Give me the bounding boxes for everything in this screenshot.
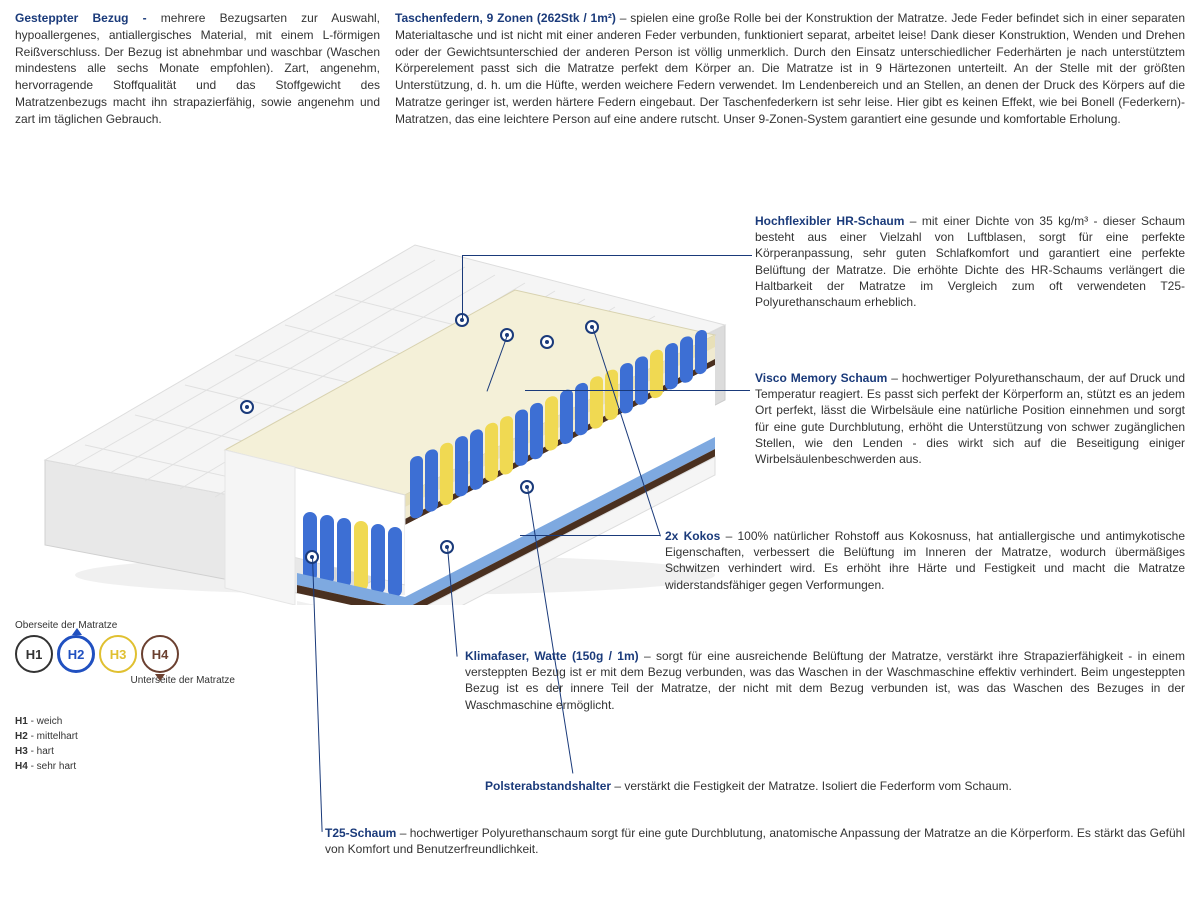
hardness-h2: H2 <box>57 635 95 673</box>
line-hr <box>462 255 463 320</box>
hr-title: Hochflexibler HR-Schaum <box>755 214 910 228</box>
klima-title: Klimafaser, Watte (150g / 1m) <box>465 649 644 663</box>
marker-bezug <box>240 400 254 414</box>
mattress-illustration <box>15 205 735 605</box>
kokos-text: – 100% natürlicher Rohstoff aus Kokosnus… <box>665 529 1185 592</box>
t25-title: T25-Schaum <box>325 826 400 840</box>
kokos-block: 2x Kokos – 100% natürlicher Rohstoff aus… <box>665 528 1185 593</box>
visco-title: Visco Memory Schaum <box>755 371 891 385</box>
hardness-h4: H4 <box>141 635 179 673</box>
bezug-block: Gesteppter Bezug - mehrere Bezugsarten z… <box>15 10 380 128</box>
polster-text: – verstärkt die Festigkeit der Matratze.… <box>614 779 1011 793</box>
polster-block: Polsterabstandshalter – verstärkt die Fe… <box>485 778 1185 794</box>
bezug-text: mehrere Bezugsarten zur Auswahl, hypoall… <box>15 11 380 126</box>
federn-title: Taschenfedern, 9 Zonen (262Stk / 1m²) <box>395 11 620 25</box>
hardness-h3: H3 <box>99 635 137 673</box>
bezug-title: Gesteppter Bezug - <box>15 11 161 25</box>
hardness-h1: H1 <box>15 635 53 673</box>
visco-text: – hochwertiger Polyurethanschaum, der au… <box>755 371 1185 466</box>
line-hr-h <box>462 255 752 256</box>
hardness-bot-label: Unterseite der Matratze <box>15 675 235 686</box>
kokos-title: 2x Kokos <box>665 529 726 543</box>
hr-text: – mit einer Dichte von 35 kg/m³ - dieser… <box>755 214 1185 309</box>
federn-block: Taschenfedern, 9 Zonen (262Stk / 1m²) – … <box>395 10 1185 128</box>
federn-text: – spielen eine große Rolle bei der Konst… <box>395 11 1185 126</box>
line-visco-h <box>525 390 750 391</box>
line-kokos-h <box>520 535 660 536</box>
polster-title: Polsterabstandshalter <box>485 779 614 793</box>
hr-block: Hochflexibler HR-Schaum – mit einer Dich… <box>755 213 1185 310</box>
hardness-indicator: Oberseite der Matratze H1 H2 H3 H4 Unter… <box>15 620 245 774</box>
marker-federn <box>540 335 554 349</box>
hardness-top-label: Oberseite der Matratze <box>15 620 245 631</box>
hardness-legend: H1 - weich H2 - mittelhart H3 - hart H4 … <box>15 714 245 774</box>
klima-block: Klimafaser, Watte (150g / 1m) – sorgt fü… <box>465 648 1185 713</box>
t25-block: T25-Schaum – hochwertiger Polyurethansch… <box>325 825 1185 857</box>
t25-text: – hochwertiger Polyurethanschaum sorgt f… <box>325 826 1185 856</box>
visco-block: Visco Memory Schaum – hochwertiger Polyu… <box>755 370 1185 467</box>
